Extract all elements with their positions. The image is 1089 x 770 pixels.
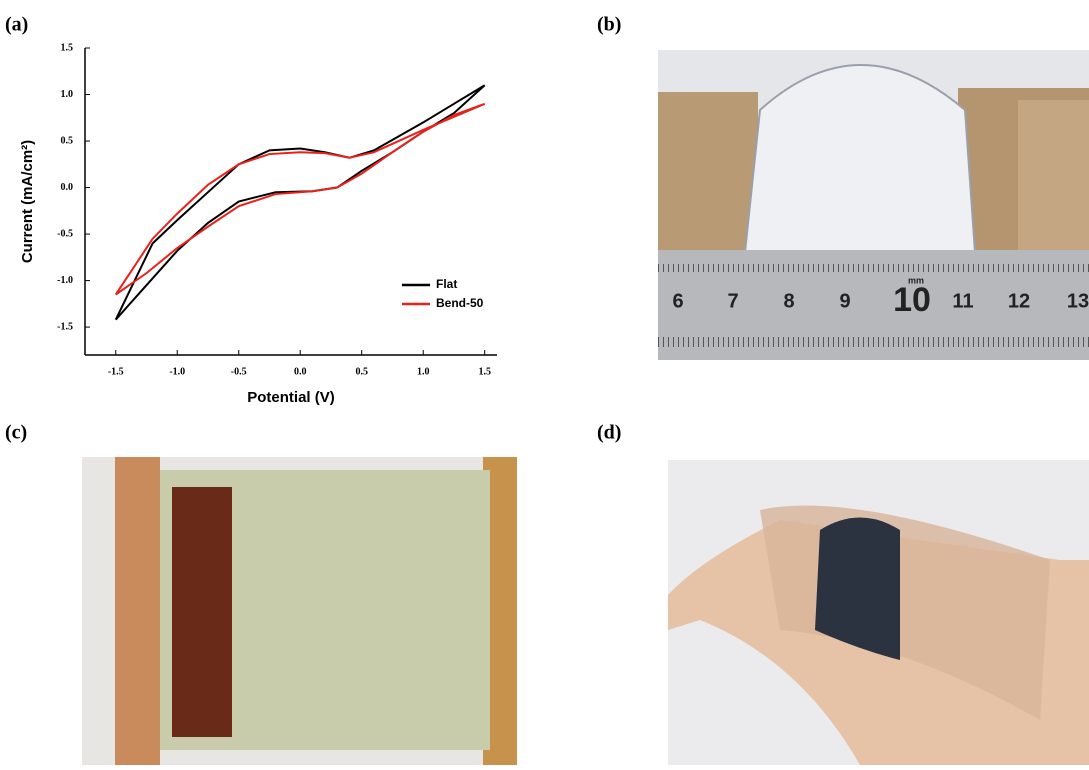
panel-label: (a) [5, 14, 28, 36]
copper-tape [115, 457, 160, 765]
x-tick-label: -0.5 [231, 366, 247, 377]
photo-b [658, 50, 1089, 360]
y-axis-label: Current (mA/cm²) [19, 140, 36, 263]
ruler-number: 10 [893, 281, 931, 319]
cv-curve [116, 104, 485, 295]
legend-label: Flat [436, 277, 457, 291]
box [658, 92, 758, 252]
ruler-number: 6 [672, 290, 683, 312]
x-tick-label: 1.0 [417, 366, 430, 377]
x-tick-label: -1.0 [169, 366, 185, 377]
ruler-unit: mm [908, 275, 924, 285]
ruler-number: 7 [727, 290, 738, 312]
legend-label: Bend-50 [436, 296, 484, 310]
panel-label: (b) [597, 14, 621, 36]
ruler-number: 9 [839, 290, 850, 312]
x-tick-label: 0.0 [294, 366, 307, 377]
ruler-number: 8 [783, 290, 794, 312]
panel-label: (c) [5, 422, 27, 444]
photo-c [82, 457, 517, 765]
ruler-number: 12 [1008, 290, 1030, 312]
y-tick-label: 0.5 [61, 135, 74, 146]
bent-film [745, 65, 975, 252]
y-tick-label: -1.5 [57, 321, 73, 332]
x-axis-label: Potential (V) [247, 389, 335, 406]
figure: (a) (b) (c) (d) 6 7 8 9 10 11 12 13 mm -… [0, 0, 1089, 765]
y-tick-label: -0.5 [57, 228, 73, 239]
x-tick-label: -1.5 [108, 366, 124, 377]
y-tick-label: 0.0 [61, 182, 74, 193]
ruler-number: 11 [952, 290, 973, 312]
y-tick-label: 1.0 [61, 89, 74, 100]
ruler-number: 13 [1067, 290, 1089, 312]
box [1018, 100, 1089, 252]
panel-label: (d) [597, 422, 621, 444]
y-tick-label: -1.0 [57, 275, 73, 286]
x-tick-label: 1.5 [478, 366, 491, 377]
y-tick-label: 1.5 [61, 42, 74, 53]
electrochromic-layer [172, 487, 232, 737]
photo-d [668, 460, 1089, 765]
x-tick-label: 0.5 [355, 366, 368, 377]
